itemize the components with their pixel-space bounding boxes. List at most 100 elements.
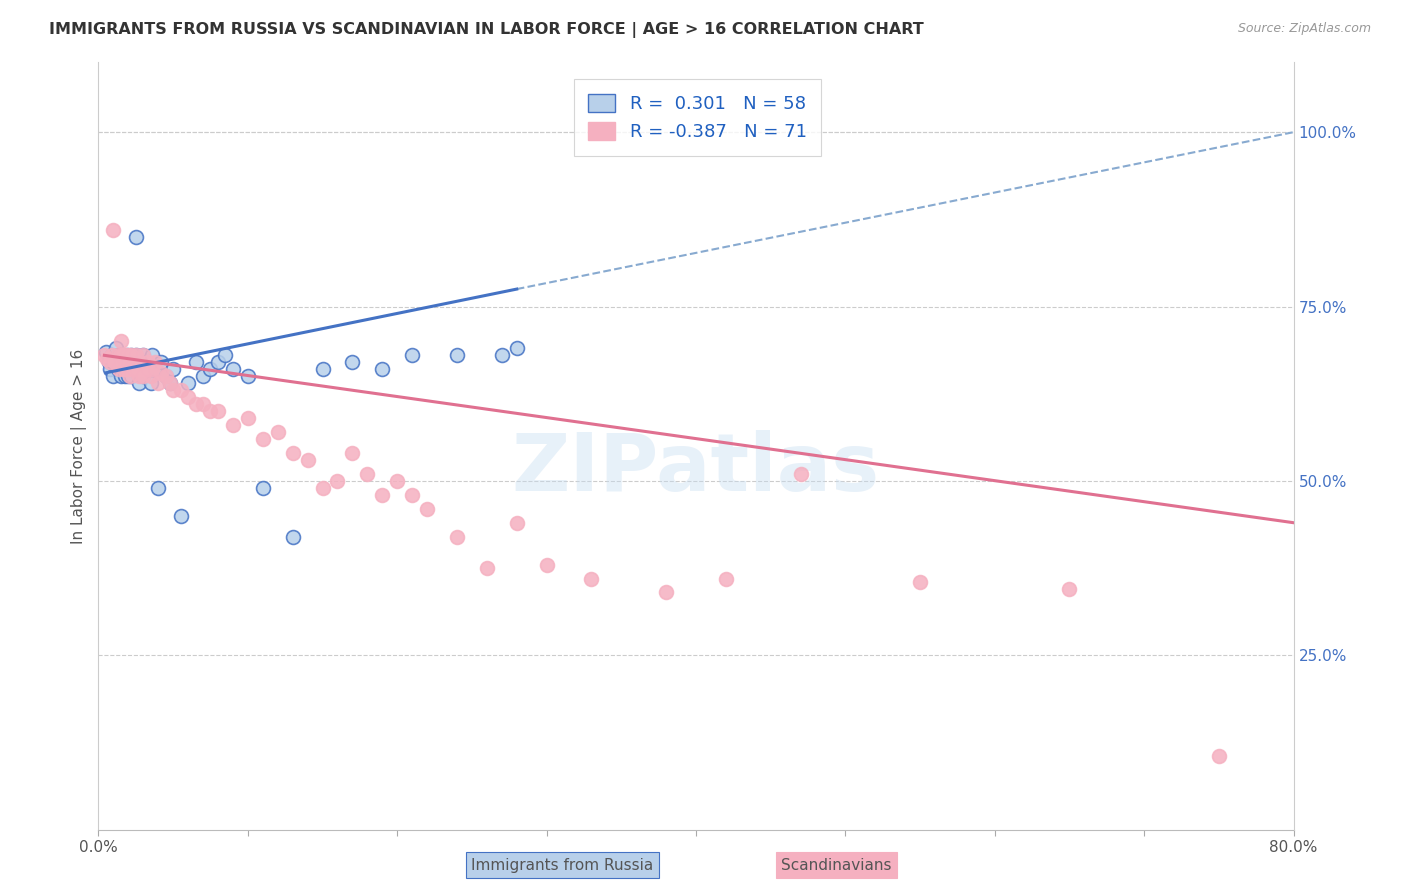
Point bbox=[125, 362, 148, 376]
Point bbox=[107, 348, 129, 362]
Point bbox=[297, 453, 319, 467]
Point bbox=[311, 481, 333, 495]
Point bbox=[475, 561, 498, 575]
Point bbox=[132, 369, 155, 384]
Point bbox=[114, 355, 136, 369]
Point bbox=[506, 342, 529, 356]
Point bbox=[132, 348, 155, 362]
Point bbox=[94, 344, 117, 359]
Point bbox=[342, 355, 364, 369]
Point bbox=[491, 348, 513, 362]
Point bbox=[416, 501, 439, 516]
Point bbox=[118, 369, 141, 384]
Point bbox=[108, 348, 131, 362]
Point bbox=[267, 425, 290, 439]
Point bbox=[184, 397, 207, 411]
Point bbox=[129, 362, 152, 376]
Point bbox=[207, 404, 229, 418]
Point bbox=[148, 376, 170, 391]
Point bbox=[506, 516, 529, 530]
Point bbox=[222, 362, 245, 376]
Point bbox=[120, 369, 142, 384]
Point bbox=[103, 223, 125, 237]
Point bbox=[281, 446, 304, 460]
Point bbox=[120, 362, 142, 376]
Point bbox=[117, 369, 139, 384]
Legend: R =  0.301   N = 58, R = -0.387   N = 71: R = 0.301 N = 58, R = -0.387 N = 71 bbox=[574, 79, 821, 156]
Point bbox=[236, 369, 259, 384]
Point bbox=[128, 376, 150, 391]
Point bbox=[401, 348, 423, 362]
Point bbox=[127, 362, 149, 376]
Point bbox=[148, 481, 170, 495]
Point bbox=[112, 362, 135, 376]
Point bbox=[581, 572, 603, 586]
Point bbox=[135, 362, 157, 376]
Point bbox=[136, 362, 159, 376]
Point bbox=[401, 488, 423, 502]
Point bbox=[101, 348, 124, 362]
Point bbox=[110, 355, 132, 369]
Point bbox=[200, 404, 222, 418]
Point bbox=[117, 355, 139, 369]
Point bbox=[121, 355, 143, 369]
Point bbox=[114, 348, 136, 362]
Point bbox=[136, 355, 159, 369]
Point bbox=[139, 369, 162, 384]
Point bbox=[908, 574, 931, 589]
Point bbox=[162, 383, 184, 397]
Point bbox=[536, 558, 558, 572]
Point bbox=[789, 467, 811, 481]
Point bbox=[111, 348, 134, 362]
Point bbox=[200, 362, 222, 376]
Point bbox=[162, 362, 184, 376]
Point bbox=[135, 355, 157, 369]
Point bbox=[110, 369, 132, 384]
Point bbox=[132, 369, 155, 384]
Point bbox=[342, 446, 364, 460]
Point bbox=[446, 530, 468, 544]
Point bbox=[120, 348, 142, 362]
Point bbox=[655, 585, 678, 599]
Point bbox=[191, 369, 214, 384]
Point bbox=[141, 348, 163, 362]
Point bbox=[128, 369, 150, 384]
Point bbox=[110, 355, 132, 369]
Point bbox=[191, 397, 214, 411]
Point bbox=[124, 362, 146, 376]
Point bbox=[96, 351, 118, 366]
Point bbox=[159, 376, 181, 391]
Point bbox=[108, 362, 131, 376]
Point bbox=[150, 366, 173, 380]
Point bbox=[93, 348, 115, 362]
Point bbox=[159, 376, 181, 391]
Point bbox=[103, 355, 125, 369]
Text: ZIPatlas: ZIPatlas bbox=[512, 430, 880, 508]
Text: Immigrants from Russia: Immigrants from Russia bbox=[471, 858, 654, 872]
Point bbox=[114, 355, 136, 369]
Point bbox=[214, 348, 236, 362]
Point bbox=[281, 530, 304, 544]
Point bbox=[222, 418, 245, 433]
Point bbox=[114, 369, 136, 384]
Point bbox=[139, 376, 162, 391]
Point bbox=[115, 362, 138, 376]
Point bbox=[177, 390, 200, 404]
Text: IMMIGRANTS FROM RUSSIA VS SCANDINAVIAN IN LABOR FORCE | AGE > 16 CORRELATION CHA: IMMIGRANTS FROM RUSSIA VS SCANDINAVIAN I… bbox=[49, 22, 924, 38]
Point bbox=[141, 362, 163, 376]
Point bbox=[446, 348, 468, 362]
Point bbox=[143, 355, 166, 369]
Point bbox=[184, 355, 207, 369]
Text: Scandinavians: Scandinavians bbox=[782, 858, 891, 872]
Point bbox=[125, 229, 148, 244]
Point bbox=[118, 362, 141, 376]
Y-axis label: In Labor Force | Age > 16: In Labor Force | Age > 16 bbox=[72, 349, 87, 543]
Point bbox=[104, 355, 127, 369]
Point bbox=[150, 355, 173, 369]
Point bbox=[132, 348, 155, 362]
Point bbox=[155, 369, 177, 384]
Point bbox=[155, 369, 177, 384]
Point bbox=[127, 355, 149, 369]
Point bbox=[105, 342, 128, 356]
Point bbox=[111, 348, 134, 362]
